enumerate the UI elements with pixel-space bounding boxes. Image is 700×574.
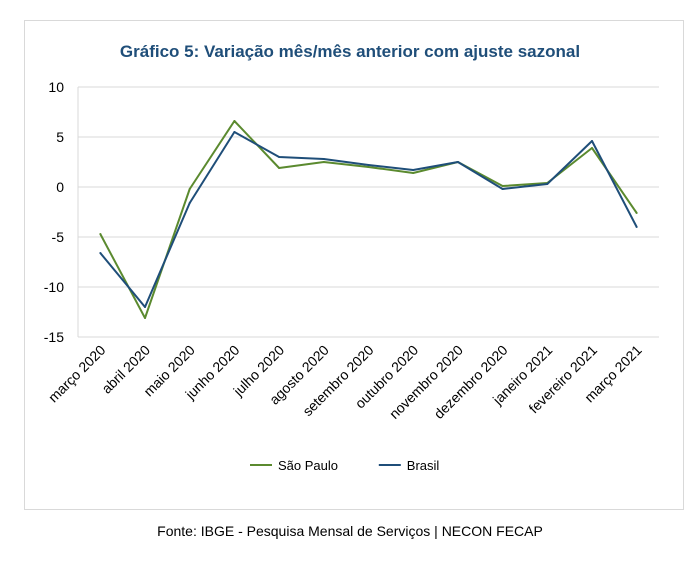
chart-title: Gráfico 5: Variação mês/mês anterior com… — [119, 42, 581, 61]
data-point-brasil — [412, 169, 415, 171]
data-point-sao-paulo — [144, 317, 147, 319]
legend-label-sao-paulo: São Paulo — [278, 458, 338, 473]
data-point-brasil — [635, 226, 638, 228]
chart-frame — [24, 20, 684, 510]
data-point-brasil — [99, 252, 102, 254]
data-point-sao-paulo — [590, 147, 593, 149]
data-point-sao-paulo — [188, 188, 191, 190]
y-tick-label: 0 — [56, 179, 64, 195]
data-point-brasil — [188, 202, 191, 204]
data-point-brasil — [501, 188, 504, 190]
data-point-sao-paulo — [501, 185, 504, 187]
data-point-brasil — [456, 161, 459, 163]
data-point-brasil — [546, 183, 549, 185]
data-point-sao-paulo — [322, 161, 325, 163]
data-point-brasil — [367, 164, 370, 166]
x-tick-label: março 2020 — [45, 342, 109, 406]
data-point-brasil — [590, 140, 593, 142]
y-tick-label: 10 — [48, 79, 64, 95]
data-point-sao-paulo — [367, 166, 370, 168]
data-point-sao-paulo — [99, 233, 102, 235]
y-tick-label: -15 — [44, 329, 64, 345]
source-note: Fonte: IBGE - Pesquisa Mensal de Serviço… — [157, 523, 543, 539]
y-tick-label: -5 — [52, 229, 65, 245]
legend-label-brasil: Brasil — [407, 458, 440, 473]
data-point-brasil — [278, 156, 281, 158]
data-point-sao-paulo — [233, 120, 236, 122]
data-point-brasil — [322, 158, 325, 160]
data-point-brasil — [233, 131, 236, 133]
y-tick-label: 5 — [56, 129, 64, 145]
y-tick-label: -10 — [44, 279, 64, 295]
data-point-sao-paulo — [278, 167, 281, 169]
series-line-sao-paulo — [99, 120, 638, 319]
data-point-sao-paulo — [412, 172, 415, 174]
data-point-sao-paulo — [635, 212, 638, 214]
series-line-brasil — [99, 131, 638, 308]
data-point-brasil — [144, 306, 147, 308]
